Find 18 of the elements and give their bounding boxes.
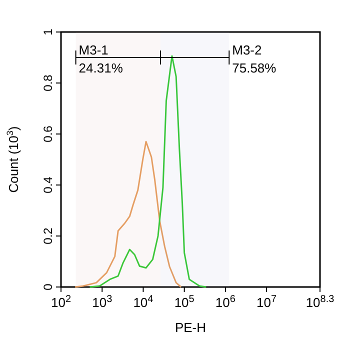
band-label: M3-1: [78, 42, 108, 58]
y-tick-label: 0.6: [41, 125, 55, 142]
x-tick-label: 10$^{5}$: [174, 294, 195, 310]
x-tick-label: 10$^{2}$: [50, 294, 72, 310]
y-tick-label: 0.8: [41, 74, 55, 92]
band-label: M3-2: [232, 42, 262, 58]
y-tick-label: 0.4: [41, 176, 55, 194]
x-tick-label: 10$^{7}$: [256, 294, 278, 310]
annotation: 24.31%: [78, 60, 124, 76]
x-tick-label: 10$^{8.3}$: [306, 294, 335, 310]
y-tick-label: 0.2: [41, 227, 55, 244]
x-tick-label: 10$^{3}$: [92, 294, 113, 310]
annotation: 75.58%: [232, 60, 277, 76]
x-axis-title: PE-H: [174, 320, 206, 335]
x-tick-label: 10$^{4}$: [133, 294, 154, 310]
y-tick-label: 0: [41, 283, 55, 290]
y-tick-label: 1: [41, 28, 55, 36]
x-tick-label: 10$^{6}$: [215, 294, 236, 310]
